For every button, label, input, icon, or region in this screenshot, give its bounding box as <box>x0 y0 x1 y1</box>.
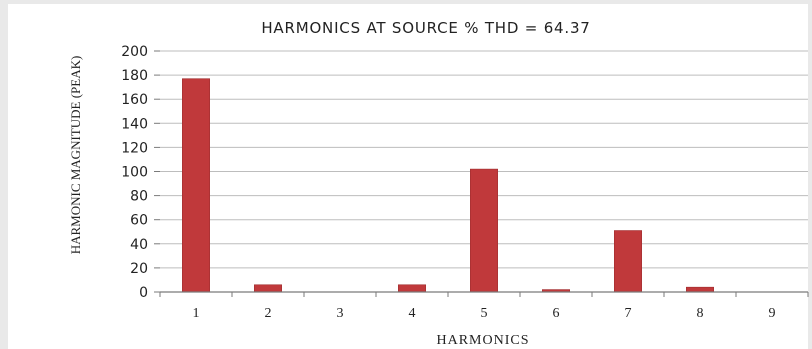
axes <box>159 291 809 297</box>
x-tick-label-2: 2 <box>265 306 272 321</box>
bars <box>182 78 714 293</box>
bar-harmonic-1 <box>182 78 210 293</box>
y-tick-label-120: 120 <box>121 140 148 156</box>
y-tick-label-160: 160 <box>121 92 148 108</box>
y-tick-label-80: 80 <box>130 189 148 205</box>
x-tick-label-8: 8 <box>697 306 704 321</box>
x-tick-label-1: 1 <box>193 306 200 321</box>
y-tick-label-140: 140 <box>121 116 148 132</box>
x-tick-label-3: 3 <box>337 306 344 321</box>
bar-harmonic-8 <box>686 286 714 293</box>
bar-harmonic-2 <box>254 284 282 293</box>
y-tick-label-200: 200 <box>121 44 148 60</box>
x-tick-label-5: 5 <box>481 306 488 321</box>
y-tick-label-100: 100 <box>121 165 148 181</box>
chart-title: HARMONICS AT SOURCE % THD = 64.37 <box>261 19 590 37</box>
x-tick-label-9: 9 <box>769 306 776 321</box>
x-tick-labels: 1 2 3 4 5 6 7 8 9 <box>193 306 776 321</box>
bar-harmonic-5 <box>470 168 498 293</box>
y-tick-label-40: 40 <box>130 237 148 253</box>
bar-harmonic-4 <box>398 284 426 293</box>
x-axis-label: HARMONICS <box>436 333 529 348</box>
y-tick-label-0: 0 <box>139 285 148 301</box>
y-tick-label-180: 180 <box>121 68 148 84</box>
x-tick-label-6: 6 <box>553 306 560 321</box>
x-tick-label-4: 4 <box>409 306 416 321</box>
y-tick-label-20: 20 <box>130 261 148 277</box>
y-axis-label: HARMONIC MAGNITUDE (PEAK) <box>68 56 83 255</box>
bar-harmonic-7 <box>614 230 642 293</box>
x-tick-label-7: 7 <box>625 306 632 321</box>
y-tick-label-60: 60 <box>130 213 148 229</box>
y-tick-labels: 0 20 40 60 80 100 120 140 160 180 200 <box>121 44 148 301</box>
